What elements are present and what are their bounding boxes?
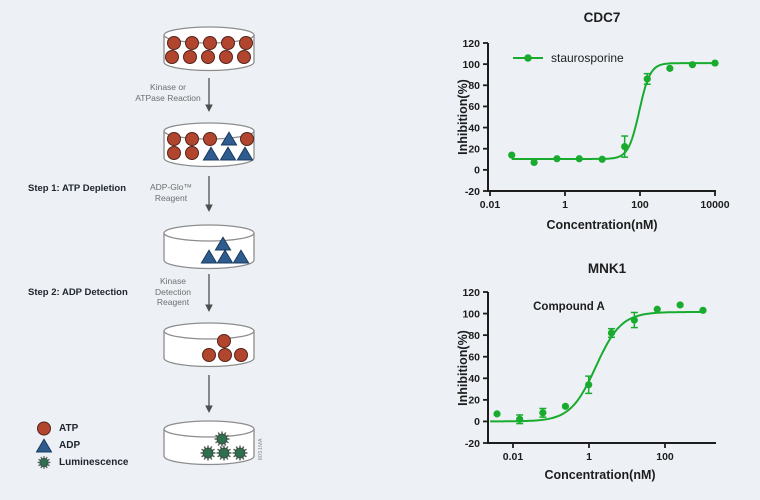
chart-annotation: Compound A (533, 301, 605, 313)
data-point (516, 415, 524, 423)
flow-arrow-luminescence (205, 375, 213, 413)
y-tick-label: 100 (462, 308, 480, 320)
y-tick-label: 60 (468, 101, 480, 113)
part-number: 8051MA (258, 438, 264, 461)
data-point (630, 316, 638, 324)
x-axis-title: Concentration(nM) (544, 468, 655, 482)
data-point (699, 306, 707, 314)
dish-atp-regenerated (163, 322, 255, 368)
cdc7-chart: CDC7 -20 0 20 40 60 80 100 120 0.01 1 100 10000 Conce… (456, 10, 730, 232)
dish-luminescence (163, 420, 255, 466)
x-axis-title: Concentration(nM) (546, 218, 657, 232)
x-tick-label: 100 (656, 451, 674, 463)
y-tick-label: 0 (474, 416, 480, 428)
arrow-label-line: Kinase or (150, 82, 186, 92)
step1-label: Step 1: ATP Depletion (28, 183, 127, 194)
x-tick-label: 0.01 (503, 451, 524, 463)
flow-arrow-kinase-detection (205, 274, 213, 312)
arrow-label-line: Reagent (154, 192, 188, 203)
data-point (666, 64, 674, 72)
arrow-label-kinase-reaction: Kinase or ATPase Reaction (128, 82, 208, 103)
legend-item-adp: ADP (36, 438, 128, 452)
y-tick-label: -20 (465, 186, 480, 198)
arrow-label-adp-glo: ADP-Glo™ Reagent (137, 182, 205, 203)
data-point (553, 155, 561, 163)
atp-circle-icon (37, 421, 51, 435)
arrow-label-line: ATPase Reaction (135, 92, 201, 103)
arrow-label-kinase-detection: Kinase Detection Reagent (142, 276, 204, 308)
y-tick-label: 80 (468, 80, 480, 92)
data-point (621, 143, 629, 151)
fit-curve (511, 62, 715, 160)
y-tick-label: -20 (465, 438, 480, 450)
legend-label: ADP (59, 439, 81, 451)
y-tick-label: 20 (468, 144, 480, 156)
y-tick-label: 100 (462, 59, 480, 71)
arrow-label-line: Detection (155, 286, 191, 297)
y-tick-label: 40 (468, 373, 480, 385)
adp-triangle-icon (36, 438, 52, 452)
legend-label: ATP (59, 422, 79, 434)
legend-label: Luminescence (59, 456, 129, 468)
x-tick-label: 100 (631, 199, 649, 211)
x-tick-label: 1 (562, 199, 568, 211)
workflow-diagram: Kinase or ATPase Reaction Step 1: ATP De… (28, 26, 264, 469)
data-point (508, 151, 516, 159)
flow-arrow-kinase-reaction (205, 78, 213, 112)
y-tick-label: 0 (474, 165, 480, 177)
legend-item-atp: ATP (36, 421, 128, 435)
flow-arrow-adp-glo-reagent (205, 176, 213, 212)
legend-label: staurosporine (551, 51, 624, 65)
data-point (711, 59, 719, 67)
data-point (539, 409, 547, 417)
arrow-label-line: Kinase (160, 276, 186, 286)
y-tick-label: 40 (468, 122, 480, 134)
y-axis-title: Inhibition(%) (456, 79, 470, 155)
legend-marker (524, 54, 532, 62)
data-point (530, 158, 538, 167)
data-point (676, 301, 684, 309)
y-tick-label: 20 (468, 395, 480, 407)
data-point (493, 410, 501, 418)
diagram-legend: ATP ADP Luminescence (36, 421, 128, 469)
y-tick-label: 120 (462, 38, 480, 50)
data-point (598, 155, 606, 163)
arrow-label-line: Reagent (156, 297, 190, 307)
y-tick-label: 80 (468, 330, 480, 342)
y-tick-label: 60 (468, 352, 480, 364)
y-axis-title: Inhibition(%) (456, 330, 470, 406)
data-point (688, 61, 697, 69)
x-tick-label: 0.01 (480, 199, 501, 211)
data-point (607, 329, 616, 337)
x-tick-label: 10000 (700, 199, 729, 211)
data-point (585, 381, 593, 389)
x-tick-label: 1 (586, 451, 592, 463)
chart-title: MNK1 (588, 261, 627, 276)
fit-curve (490, 311, 703, 423)
step2-label: Step 2: ADP Detection (28, 287, 128, 298)
dish-reaction-mix (163, 122, 255, 168)
charts-panel: CDC7 -20 0 20 40 60 80 100 120 0.01 1 100 10000 Conce… (380, 0, 760, 500)
data-point (653, 305, 661, 313)
dish-atp-substrate (163, 26, 255, 72)
data-point (643, 75, 651, 83)
chart-title: CDC7 (584, 10, 621, 25)
arrow-label-line: ADP-Glo™ (149, 182, 193, 192)
data-point (575, 155, 583, 163)
workflow-graphics (163, 26, 255, 466)
dish-adp-only (163, 224, 255, 270)
y-tick-label: 120 (462, 287, 480, 299)
luminescence-burst-icon (36, 454, 52, 469)
legend-item-luminescence: Luminescence (36, 454, 129, 469)
data-point (561, 402, 570, 410)
